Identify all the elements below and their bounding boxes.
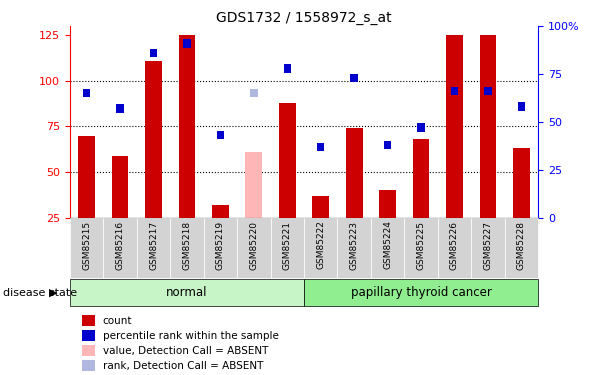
Bar: [170, 217, 204, 278]
Bar: [283, 64, 291, 72]
Text: count: count: [103, 316, 133, 326]
Text: GSM85216: GSM85216: [116, 220, 125, 270]
Text: value, Detection Call = ABSENT: value, Detection Call = ABSENT: [103, 346, 268, 355]
Bar: [505, 217, 538, 278]
Text: normal: normal: [166, 286, 208, 299]
Text: GSM85222: GSM85222: [316, 220, 325, 269]
Text: GSM85220: GSM85220: [249, 220, 258, 270]
Bar: [150, 49, 157, 57]
Bar: [350, 74, 358, 82]
Bar: [337, 217, 371, 278]
Bar: [212, 205, 229, 218]
Text: papillary thyroid cancer: papillary thyroid cancer: [351, 286, 491, 299]
Text: GSM85221: GSM85221: [283, 220, 292, 270]
Bar: [70, 279, 304, 306]
Bar: [304, 217, 337, 278]
Text: rank, Detection Call = ABSENT: rank, Detection Call = ABSENT: [103, 361, 263, 370]
Bar: [371, 217, 404, 278]
Text: GSM85226: GSM85226: [450, 220, 459, 270]
Text: GSM85223: GSM85223: [350, 220, 359, 270]
Bar: [513, 148, 530, 217]
Bar: [137, 217, 170, 278]
Bar: [112, 156, 128, 218]
Bar: [83, 89, 91, 98]
Text: GSM85218: GSM85218: [182, 220, 192, 270]
Bar: [246, 152, 262, 217]
Bar: [183, 39, 191, 48]
Bar: [179, 35, 195, 218]
Bar: [279, 103, 295, 218]
Text: GSM85215: GSM85215: [82, 220, 91, 270]
Text: GSM85228: GSM85228: [517, 220, 526, 270]
Bar: [250, 89, 258, 98]
Bar: [145, 61, 162, 217]
Bar: [471, 217, 505, 278]
Bar: [346, 128, 362, 217]
Bar: [379, 190, 396, 217]
Text: GDS1732 / 1558972_s_at: GDS1732 / 1558972_s_at: [216, 11, 392, 25]
Bar: [451, 87, 458, 96]
Bar: [438, 217, 471, 278]
Text: GSM85225: GSM85225: [416, 220, 426, 270]
Text: percentile rank within the sample: percentile rank within the sample: [103, 331, 278, 340]
Bar: [384, 141, 392, 149]
Text: GSM85227: GSM85227: [483, 220, 492, 270]
Bar: [70, 217, 103, 278]
Text: GSM85224: GSM85224: [383, 220, 392, 269]
Bar: [404, 217, 438, 278]
Bar: [103, 217, 137, 278]
Text: GSM85219: GSM85219: [216, 220, 225, 270]
Bar: [417, 123, 425, 132]
Bar: [517, 102, 525, 111]
Bar: [413, 139, 429, 218]
Bar: [78, 135, 95, 218]
Text: GSM85217: GSM85217: [149, 220, 158, 270]
Bar: [237, 217, 271, 278]
Bar: [313, 196, 329, 217]
Bar: [446, 35, 463, 218]
Bar: [116, 104, 124, 113]
Bar: [480, 35, 496, 218]
Bar: [304, 279, 538, 306]
Bar: [271, 217, 304, 278]
Bar: [317, 142, 325, 151]
Bar: [484, 87, 492, 96]
Bar: [204, 217, 237, 278]
Bar: [216, 131, 224, 140]
Text: ▶: ▶: [49, 288, 58, 297]
Text: disease state: disease state: [3, 288, 77, 297]
